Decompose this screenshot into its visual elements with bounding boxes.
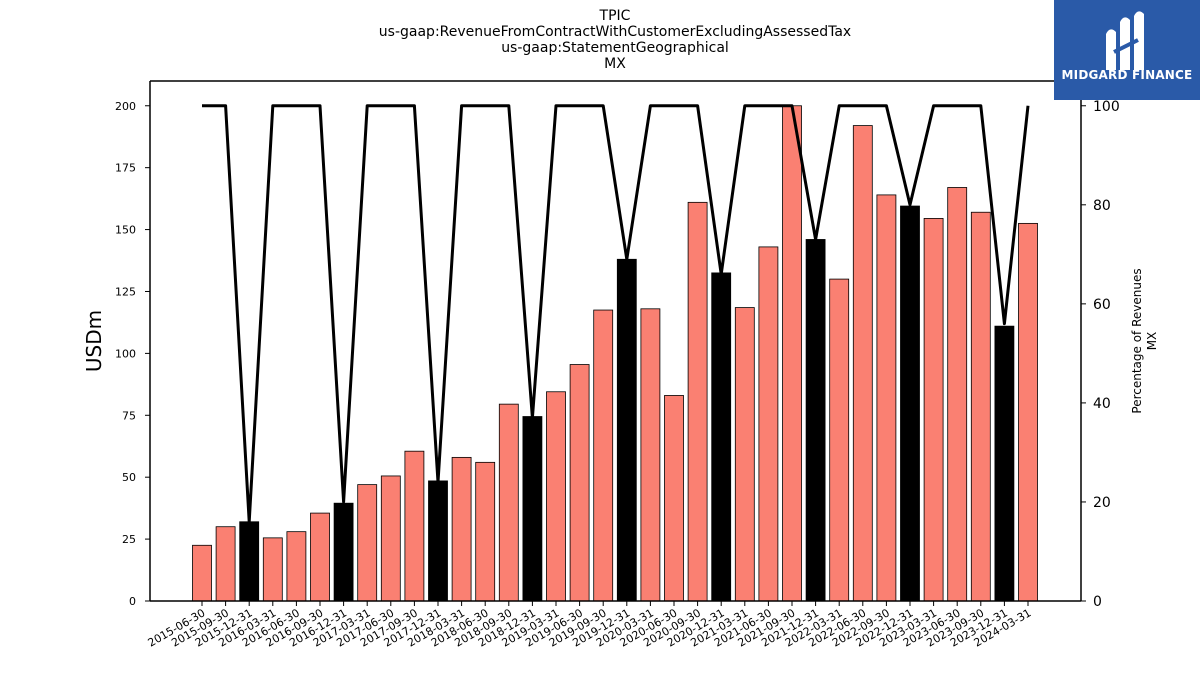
bar bbox=[664, 395, 684, 602]
left-tick-label: 25 bbox=[122, 533, 136, 546]
bar bbox=[569, 364, 590, 602]
right-tick-label: 80 bbox=[1093, 198, 1111, 214]
bar bbox=[593, 309, 614, 602]
left-tick-label: 150 bbox=[115, 224, 136, 237]
bar bbox=[805, 239, 826, 602]
bar bbox=[475, 461, 496, 602]
bar bbox=[357, 484, 378, 602]
bar bbox=[734, 307, 755, 602]
bar bbox=[522, 416, 543, 602]
bar bbox=[1018, 222, 1038, 602]
bar bbox=[546, 391, 566, 602]
bar bbox=[192, 544, 212, 602]
bar bbox=[239, 521, 260, 602]
right-y-axis-label-line2: MX bbox=[1145, 332, 1159, 351]
bar bbox=[994, 325, 1015, 602]
percentage-line bbox=[202, 104, 1030, 524]
bar bbox=[640, 308, 661, 602]
left-tick-label: 100 bbox=[115, 347, 136, 360]
bar bbox=[687, 201, 708, 602]
bar bbox=[900, 205, 920, 602]
bar bbox=[852, 125, 873, 602]
axis-labels: USDm Percentage of Revenues MX bbox=[82, 268, 1159, 413]
bar bbox=[616, 258, 637, 602]
bar bbox=[876, 194, 897, 602]
title-line: MX bbox=[604, 56, 626, 72]
left-y-ticks: 0 25 50 75 100 125 150 175 200 bbox=[115, 100, 150, 608]
bar bbox=[310, 512, 330, 602]
bar bbox=[428, 480, 448, 602]
left-tick-label: 75 bbox=[122, 409, 136, 422]
title-line: us-gaap:StatementGeographical bbox=[501, 40, 729, 56]
x-ticks: 2015-06-302015-09-302015-12-312016-03-31… bbox=[146, 601, 1034, 650]
right-tick-label: 60 bbox=[1093, 297, 1111, 313]
bar bbox=[262, 537, 283, 602]
left-tick-label: 175 bbox=[115, 162, 136, 175]
right-y-ticks: 0 20 40 60 80 100 bbox=[1081, 99, 1120, 610]
bars bbox=[192, 105, 1038, 602]
percentage-line-group bbox=[202, 104, 1030, 524]
left-tick-label: 0 bbox=[129, 595, 136, 608]
bar bbox=[404, 450, 425, 602]
bar bbox=[829, 278, 850, 602]
bar bbox=[947, 187, 968, 602]
right-tick-label: 100 bbox=[1093, 99, 1120, 115]
left-tick-label: 125 bbox=[115, 285, 136, 298]
bar bbox=[498, 403, 519, 602]
bar bbox=[758, 246, 779, 602]
logo-text: MIDGARD FINANCE bbox=[1061, 68, 1193, 82]
left-tick-label: 200 bbox=[115, 100, 136, 113]
right-tick-label: 40 bbox=[1093, 396, 1111, 412]
bar bbox=[215, 526, 236, 602]
bar bbox=[380, 475, 401, 602]
right-tick-label: 0 bbox=[1093, 594, 1102, 610]
bar bbox=[923, 218, 944, 602]
title-line: us-gaap:RevenueFromContractWithCustomerE… bbox=[379, 24, 851, 40]
chart-title: TPICus-gaap:RevenueFromContractWithCusto… bbox=[379, 8, 851, 72]
right-y-axis-label-line1: Percentage of Revenues bbox=[1130, 268, 1144, 413]
bar bbox=[782, 105, 802, 602]
bar bbox=[286, 531, 307, 602]
title-line: TPIC bbox=[599, 8, 631, 24]
axes bbox=[149, 80, 1082, 602]
logo-mark-icon bbox=[1106, 11, 1144, 70]
left-tick-label: 50 bbox=[122, 471, 136, 484]
bar bbox=[711, 272, 732, 602]
logo: MIDGARD FINANCE bbox=[1054, 0, 1200, 100]
right-tick-label: 20 bbox=[1093, 495, 1111, 511]
left-y-axis-label: USDm bbox=[82, 310, 106, 372]
bar bbox=[970, 211, 991, 602]
bar bbox=[333, 502, 354, 602]
bar bbox=[451, 456, 472, 602]
